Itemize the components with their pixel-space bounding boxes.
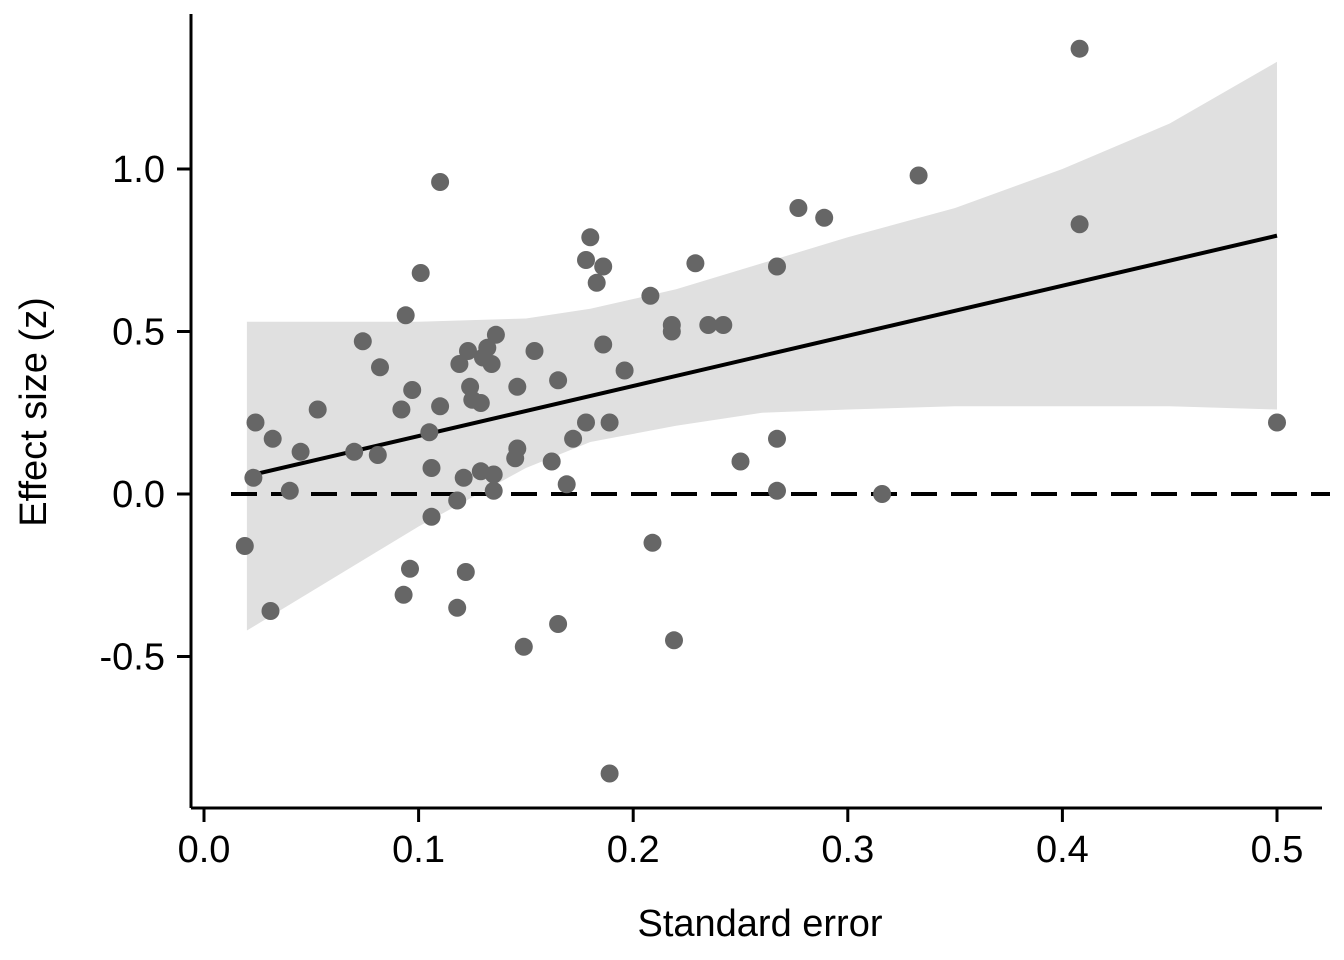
data-point <box>577 251 595 269</box>
data-point <box>353 332 372 351</box>
data-point <box>422 507 441 526</box>
data-point <box>392 400 411 419</box>
data-point <box>1070 215 1089 234</box>
data-point <box>789 199 808 217</box>
x-tick-label: 0.1 <box>392 829 445 871</box>
data-point <box>594 335 613 354</box>
data-point <box>662 322 681 341</box>
x-axis-title: Standard error <box>637 903 882 945</box>
data-point <box>280 481 299 500</box>
data-point <box>431 397 450 416</box>
data-point <box>549 371 568 390</box>
x-tick-label: 0.3 <box>821 829 874 871</box>
data-points <box>235 39 1286 783</box>
axes <box>189 14 1322 810</box>
y-tick-label: 1.0 <box>112 149 165 191</box>
data-point <box>815 208 834 227</box>
data-point <box>456 563 475 581</box>
data-point <box>246 413 265 432</box>
data-point <box>514 637 533 656</box>
data-point <box>641 286 660 305</box>
y-tick-label: 0.5 <box>112 312 165 354</box>
data-point <box>482 355 501 373</box>
data-point <box>643 533 662 552</box>
data-point <box>768 257 786 276</box>
data-point <box>403 381 422 399</box>
x-tick-label: 0.0 <box>178 829 231 871</box>
data-point <box>450 355 469 373</box>
data-point <box>600 413 619 432</box>
data-point <box>448 491 467 510</box>
y-tick-label: 0.0 <box>112 474 165 516</box>
y-axis-title: Effect size (z) <box>13 297 55 526</box>
confidence-band <box>246 61 1277 631</box>
data-point <box>587 273 606 292</box>
data-point <box>478 338 497 357</box>
data-point <box>581 228 600 247</box>
data-point <box>368 446 387 464</box>
data-point <box>371 358 389 377</box>
data-point <box>508 439 527 458</box>
data-point <box>1070 39 1089 58</box>
data-point <box>557 475 576 494</box>
data-point <box>486 325 505 344</box>
data-point <box>594 257 613 276</box>
data-point <box>448 598 467 617</box>
x-axis-ticks: 0.0 0.1 0.2 0.3 0.4 0.5 <box>178 808 1304 871</box>
data-point <box>420 423 439 442</box>
data-point <box>401 559 419 578</box>
data-point <box>549 615 568 633</box>
data-point <box>345 442 364 461</box>
y-tick-label: -0.5 <box>100 637 165 679</box>
data-point <box>768 481 786 500</box>
data-point <box>665 631 683 650</box>
x-tick-label: 0.2 <box>607 829 660 871</box>
data-point <box>261 602 280 620</box>
fit-line-layer <box>246 233 1278 479</box>
x-tick-label: 0.5 <box>1251 829 1304 871</box>
data-point <box>291 442 310 461</box>
data-point <box>411 264 430 282</box>
data-point <box>308 400 327 419</box>
data-point <box>873 485 892 503</box>
data-point <box>394 585 413 604</box>
data-point <box>396 306 415 325</box>
y-axis-ticks: 1.0 0.5 0.0 -0.5 <box>100 149 191 679</box>
x-tick-label: 0.4 <box>1036 829 1089 871</box>
data-point <box>564 429 583 448</box>
data-point <box>235 537 254 555</box>
regression-line <box>246 233 1278 479</box>
data-point <box>459 342 477 360</box>
data-point <box>542 452 561 471</box>
data-point <box>525 342 544 360</box>
data-point <box>909 166 928 185</box>
data-point <box>1268 413 1286 432</box>
data-point <box>600 764 619 783</box>
data-point <box>686 254 705 273</box>
data-point <box>508 377 527 396</box>
data-point <box>731 452 750 471</box>
data-point <box>577 413 595 432</box>
data-point <box>454 468 473 487</box>
data-point <box>484 481 503 500</box>
data-point <box>714 316 733 334</box>
data-point <box>431 173 450 191</box>
data-point <box>471 394 490 412</box>
confidence-band-layer <box>246 61 1277 631</box>
data-point <box>484 465 503 484</box>
data-point <box>244 468 263 487</box>
data-point <box>615 361 634 380</box>
data-point <box>768 429 786 448</box>
data-point <box>699 316 718 334</box>
data-point <box>422 459 441 477</box>
data-point <box>263 429 282 448</box>
